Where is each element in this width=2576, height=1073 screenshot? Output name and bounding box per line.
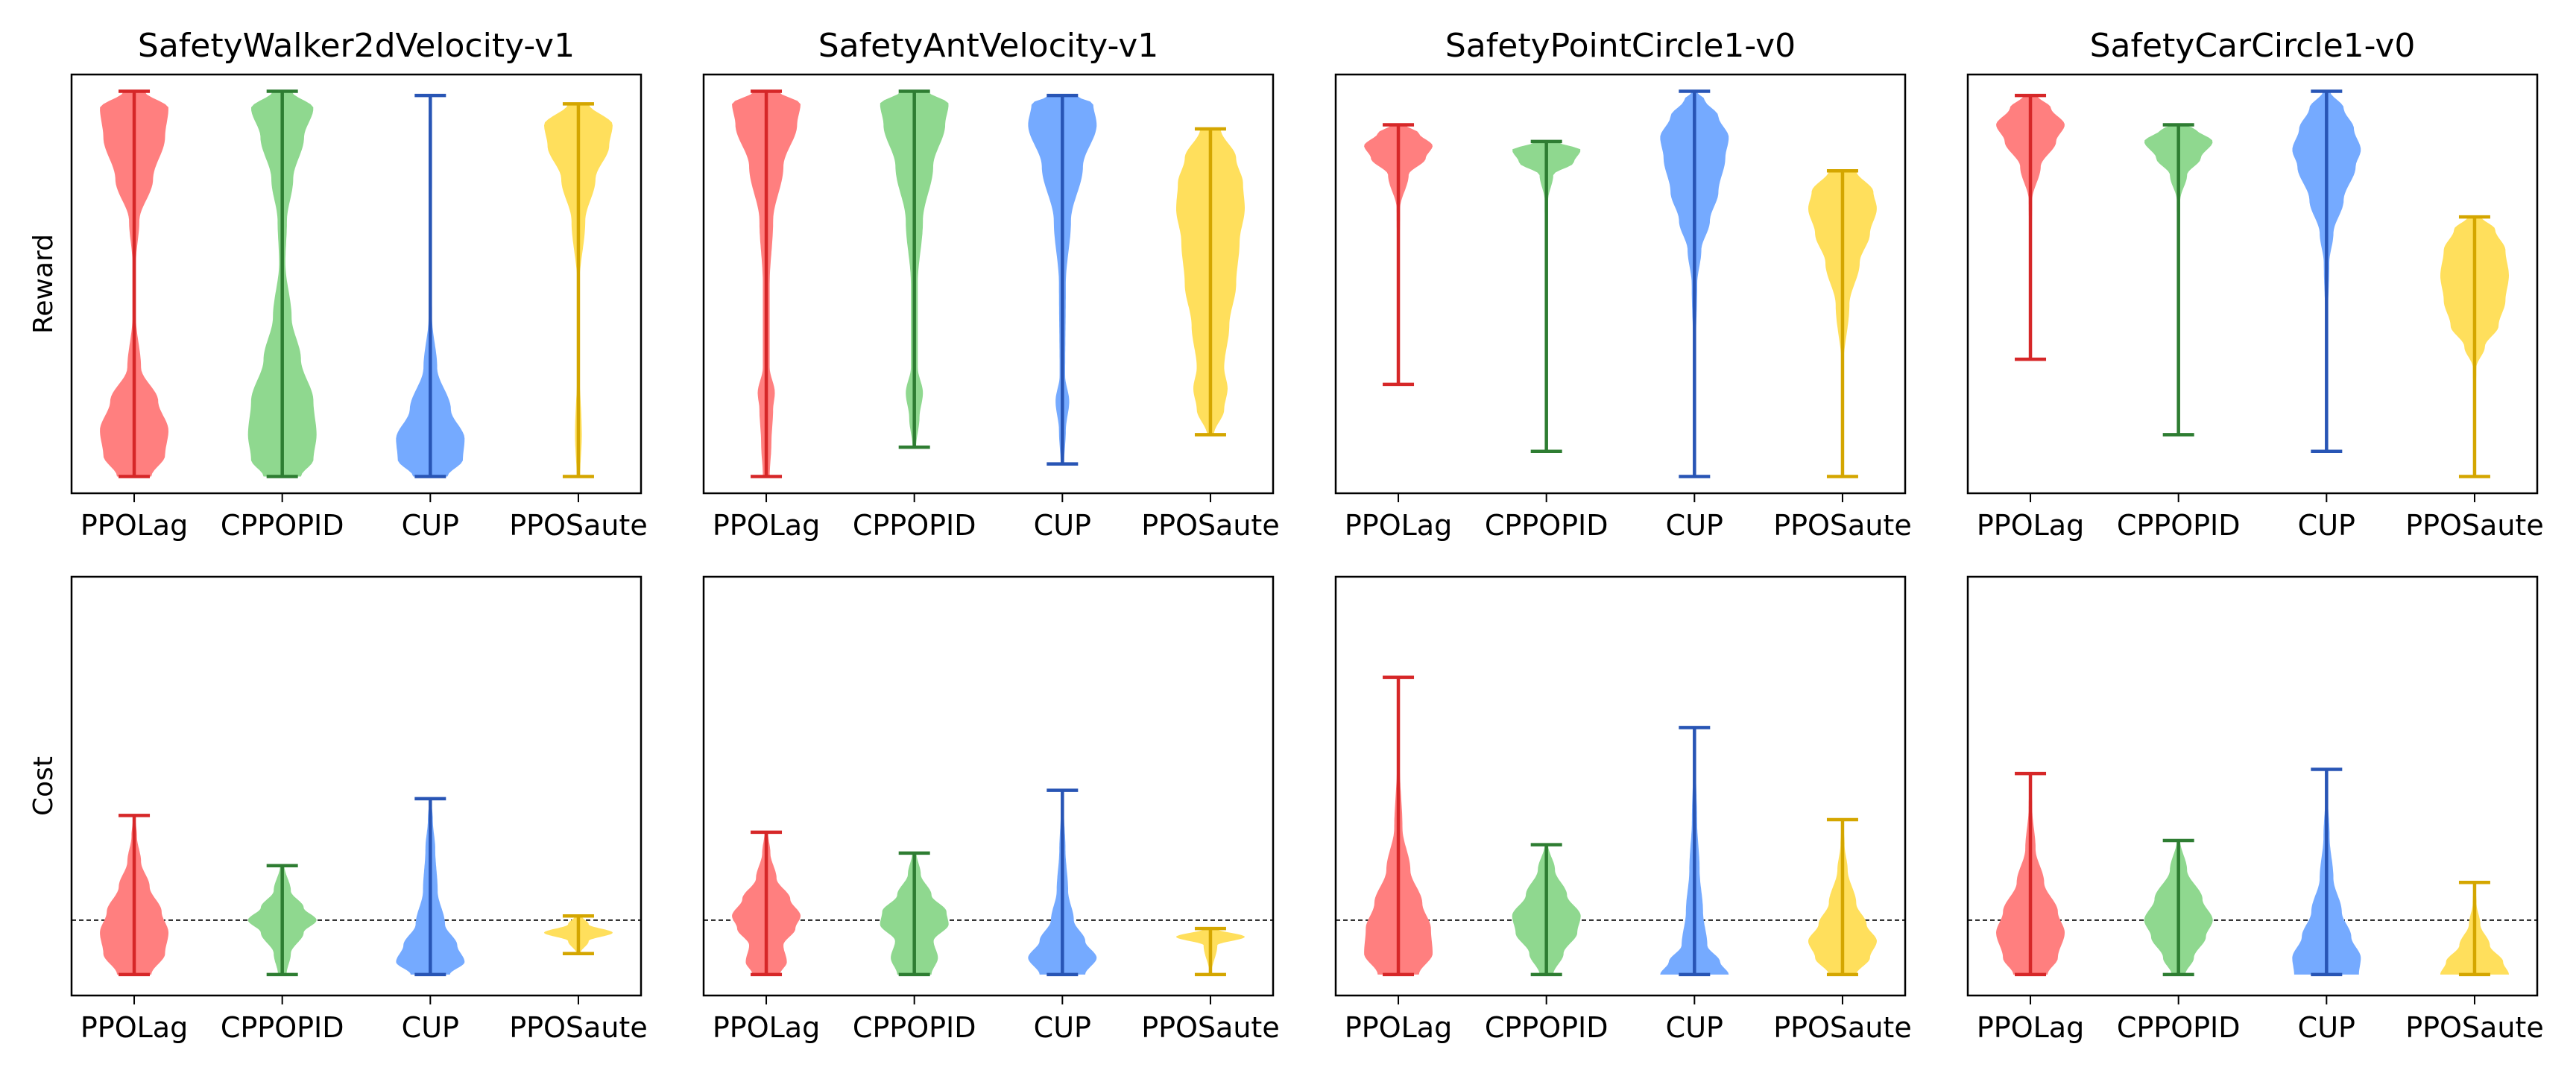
x-tick-label: CUP <box>1666 1011 1723 1044</box>
axes-frame <box>1334 73 1907 495</box>
axes-frame <box>1966 575 2539 997</box>
x-tick-label: CPPOPID <box>1485 1011 1609 1044</box>
x-tick-label: PPOLag <box>1345 1011 1452 1044</box>
x-tick-label: PPOLag <box>1977 1011 2084 1044</box>
panel-title: SafetyWalker2dVelocity-v1 <box>138 27 575 65</box>
x-tick-label: PPOSaute <box>2405 509 2544 542</box>
x-tick-label: PPOSaute <box>2405 1011 2544 1044</box>
x-tick-label: PPOLag <box>1977 509 2084 542</box>
x-tick-label: PPOSaute <box>509 1011 648 1044</box>
x-tick-label: CPPOPID <box>853 1011 976 1044</box>
violin-panel: PPOLag CPPOPID CUP PPOSaute <box>1966 73 2544 542</box>
axes-frame <box>1966 73 2539 495</box>
axes-frame <box>70 73 643 495</box>
violin-panel: PPOLag CPPOPID CUP PPOSaute <box>70 575 648 1044</box>
axes-frame <box>702 575 1275 997</box>
x-tick-label: CPPOPID <box>2117 509 2241 542</box>
x-tick-label: PPOSaute <box>1141 1011 1280 1044</box>
violin-panel: PPOLag CPPOPID CUP PPOSaute <box>1966 575 2544 1044</box>
axes-frame <box>1334 575 1907 997</box>
x-tick-label: CUP <box>402 509 459 542</box>
x-tick-label: CUP <box>2298 509 2355 542</box>
x-tick-label: CUP <box>1666 509 1723 542</box>
panel-title: SafetyPointCircle1-v0 <box>1445 27 1796 65</box>
row-label: Cost <box>28 756 59 816</box>
x-tick-label: PPOLag <box>713 509 820 542</box>
x-tick-label: CUP <box>402 1011 459 1044</box>
x-tick-label: CPPOPID <box>221 1011 344 1044</box>
x-tick-label: CPPOPID <box>221 509 344 542</box>
x-tick-label: PPOLag <box>80 509 188 542</box>
x-tick-label: CPPOPID <box>2117 1011 2241 1044</box>
x-tick-label: PPOSaute <box>1773 1011 1912 1044</box>
panel-title: SafetyCarCircle1-v0 <box>2090 27 2416 65</box>
x-tick-label: CUP <box>1034 509 1091 542</box>
x-tick-label: PPOLag <box>1345 509 1452 542</box>
x-tick-label: CUP <box>2298 1011 2355 1044</box>
row-label: Reward <box>28 234 59 334</box>
x-tick-label: CPPOPID <box>853 509 976 542</box>
axes-frame <box>70 575 643 997</box>
violin-panel: PPOLag CPPOPID CUP PPOSaute <box>1334 575 1912 1044</box>
panel-title: SafetyAntVelocity-v1 <box>818 27 1159 65</box>
violin-panel: PPOLag CPPOPID CUP PPOSaute <box>1334 73 1912 542</box>
x-tick-label: CUP <box>1034 1011 1091 1044</box>
violin-panel: PPOLag CPPOPID CUP PPOSaute <box>70 73 648 542</box>
x-tick-label: PPOSaute <box>1141 509 1280 542</box>
x-tick-label: PPOLag <box>713 1011 820 1044</box>
x-tick-label: PPOSaute <box>509 509 648 542</box>
x-tick-label: PPOLag <box>80 1011 188 1044</box>
axes-frame <box>702 73 1275 495</box>
x-tick-label: CPPOPID <box>1485 509 1609 542</box>
violin-panel: PPOLag CPPOPID CUP PPOSaute <box>702 73 1280 542</box>
violin-panel: PPOLag CPPOPID CUP PPOSaute <box>702 575 1280 1044</box>
x-tick-label: PPOSaute <box>1773 509 1912 542</box>
